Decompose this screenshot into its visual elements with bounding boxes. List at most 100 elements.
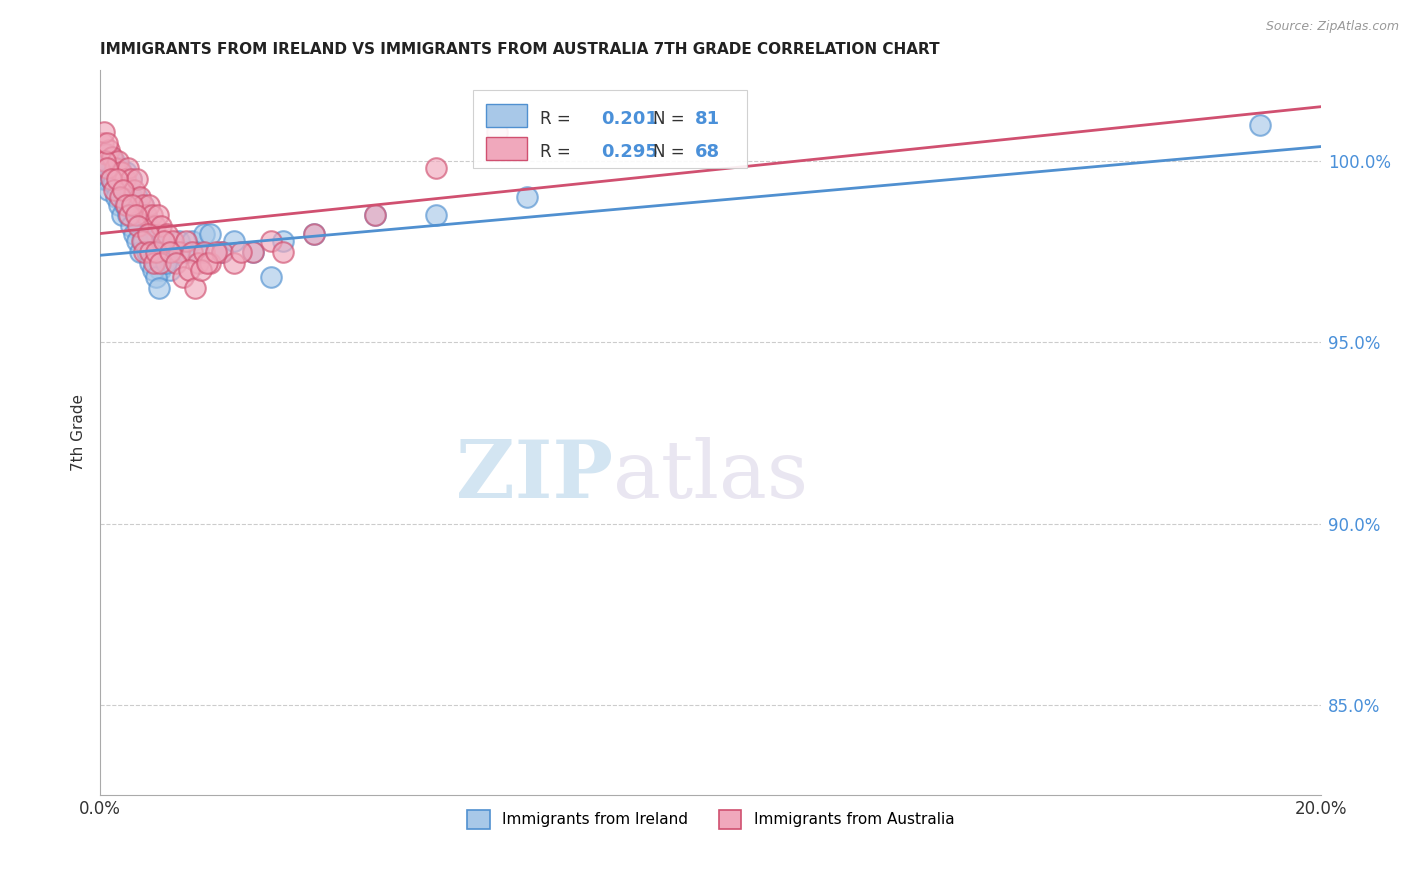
Point xyxy=(224,255,246,269)
Point xyxy=(132,197,155,211)
Point xyxy=(91,136,114,150)
Point xyxy=(118,183,141,197)
Text: 81: 81 xyxy=(695,110,720,128)
Point xyxy=(139,227,162,241)
Point xyxy=(224,234,246,248)
Point xyxy=(94,172,117,186)
Point xyxy=(174,244,197,259)
Point xyxy=(141,209,163,223)
Point xyxy=(96,136,118,150)
Point xyxy=(117,161,139,176)
Point xyxy=(96,146,118,161)
Point xyxy=(138,255,160,269)
Point xyxy=(198,255,221,269)
Text: R =: R = xyxy=(540,144,571,161)
Point xyxy=(150,234,173,248)
Point xyxy=(364,209,387,223)
Point xyxy=(143,219,166,234)
Point xyxy=(159,262,181,277)
Point xyxy=(1249,118,1271,132)
Point xyxy=(94,154,117,169)
Point xyxy=(129,244,152,259)
Point xyxy=(156,227,179,241)
Point xyxy=(131,204,153,219)
Point xyxy=(139,244,162,259)
Point xyxy=(124,227,146,241)
Text: R =: R = xyxy=(540,110,571,128)
Point xyxy=(149,255,172,269)
Point xyxy=(132,234,155,248)
Point xyxy=(205,244,228,259)
Point xyxy=(110,176,132,190)
Point xyxy=(132,244,155,259)
Point xyxy=(111,209,134,223)
Point xyxy=(124,197,146,211)
Point xyxy=(485,125,508,139)
Point xyxy=(152,244,174,259)
Point xyxy=(187,255,209,269)
Point xyxy=(135,209,157,223)
Point xyxy=(180,234,202,248)
Point xyxy=(100,169,122,183)
Point xyxy=(105,190,128,204)
Point xyxy=(91,172,114,186)
Point xyxy=(104,165,127,179)
Text: 68: 68 xyxy=(695,144,720,161)
Point xyxy=(193,227,215,241)
Point xyxy=(149,262,172,277)
FancyBboxPatch shape xyxy=(486,137,527,161)
Point xyxy=(131,234,153,248)
Point xyxy=(198,227,221,241)
Point xyxy=(177,262,200,277)
Point xyxy=(93,125,115,139)
Point xyxy=(128,190,150,204)
Point xyxy=(100,172,122,186)
Point xyxy=(101,150,124,164)
Point xyxy=(138,244,160,259)
Point xyxy=(148,281,170,295)
Text: IMMIGRANTS FROM IRELAND VS IMMIGRANTS FROM AUSTRALIA 7TH GRADE CORRELATION CHART: IMMIGRANTS FROM IRELAND VS IMMIGRANTS FR… xyxy=(100,42,939,57)
Point xyxy=(187,244,209,259)
Point xyxy=(103,183,125,197)
Y-axis label: 7th Grade: 7th Grade xyxy=(72,394,86,471)
Point xyxy=(105,172,128,186)
Point xyxy=(128,219,150,234)
Point xyxy=(141,234,163,248)
Point xyxy=(162,234,184,248)
Text: atlas: atlas xyxy=(613,437,808,516)
Text: ZIP: ZIP xyxy=(456,437,613,516)
Text: N =: N = xyxy=(654,144,685,161)
Point xyxy=(97,183,120,197)
Point xyxy=(132,197,155,211)
Point xyxy=(108,190,131,204)
Point xyxy=(96,161,118,176)
Legend: Immigrants from Ireland, Immigrants from Australia: Immigrants from Ireland, Immigrants from… xyxy=(461,804,960,835)
Point xyxy=(364,209,387,223)
Point xyxy=(114,197,136,211)
Point xyxy=(105,172,128,186)
Point xyxy=(302,227,325,241)
FancyBboxPatch shape xyxy=(472,90,747,169)
Point xyxy=(136,219,159,234)
Point xyxy=(135,209,157,223)
Point xyxy=(117,209,139,223)
Point xyxy=(127,234,149,248)
Point xyxy=(110,165,132,179)
Point xyxy=(150,219,173,234)
Point xyxy=(156,244,179,259)
Point xyxy=(165,255,187,269)
Point xyxy=(145,244,167,259)
Point xyxy=(114,172,136,186)
Point xyxy=(96,169,118,183)
Point xyxy=(142,244,165,259)
Point xyxy=(211,244,233,259)
Point xyxy=(118,209,141,223)
Point xyxy=(302,227,325,241)
Point xyxy=(114,197,136,211)
Point xyxy=(127,209,149,223)
Point xyxy=(153,234,176,248)
Point xyxy=(169,244,191,259)
Point xyxy=(146,209,169,223)
Point xyxy=(153,255,176,269)
Point xyxy=(121,197,143,211)
